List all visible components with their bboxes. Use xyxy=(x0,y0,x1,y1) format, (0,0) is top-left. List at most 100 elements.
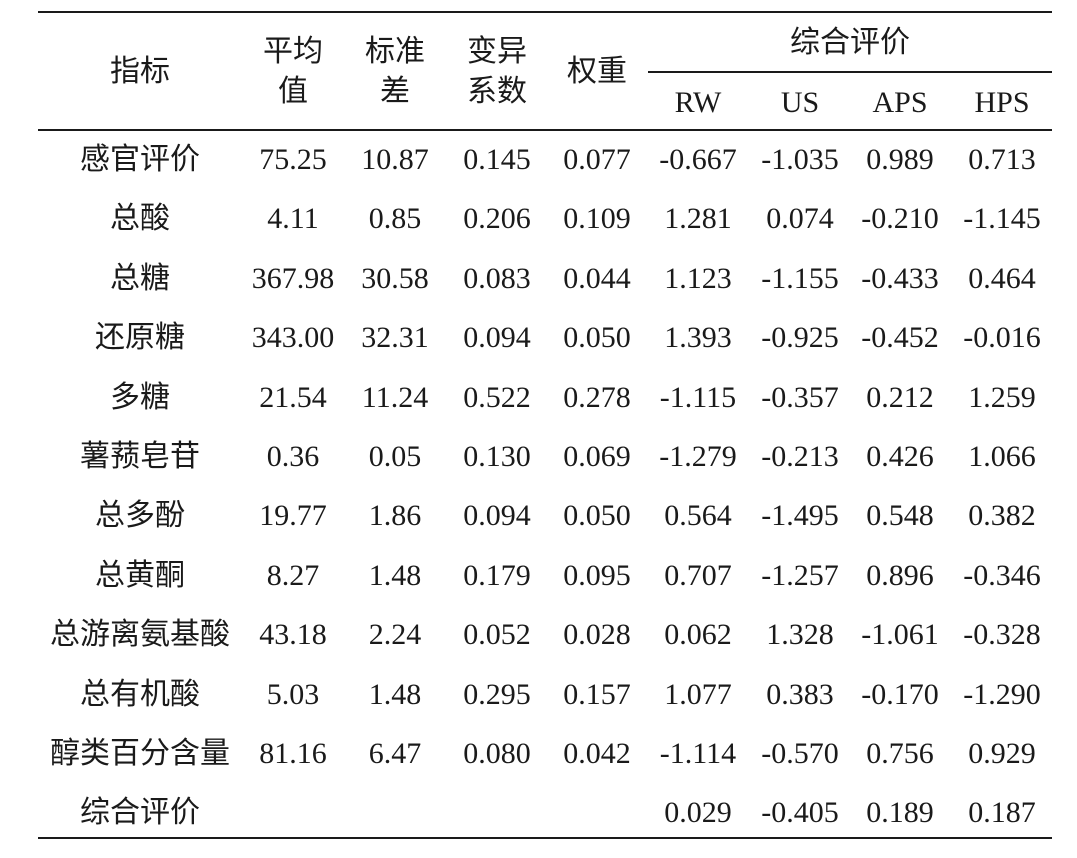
row-label: 总多酚 xyxy=(95,499,185,533)
cell-value: 0.094 xyxy=(463,499,531,533)
subcolumn-header: RW xyxy=(674,86,722,119)
row-label: 总糖 xyxy=(110,261,170,295)
column-header: 权重 xyxy=(567,55,627,88)
row-label: 总有机酸 xyxy=(80,677,200,711)
cell-value: -1.279 xyxy=(659,440,737,473)
cell-value: 43.18 xyxy=(259,618,327,652)
cell-value: 5.03 xyxy=(266,677,320,711)
cell-value: 1.259 xyxy=(968,380,1036,414)
row-label: 综合评价 xyxy=(80,796,200,830)
row-label: 薯蓣皂苷 xyxy=(80,440,200,473)
cell-value: 0.36 xyxy=(266,440,320,473)
cell-value: 1.393 xyxy=(664,321,732,355)
cell-value: -0.405 xyxy=(761,796,839,830)
cell-value: 30.58 xyxy=(361,261,429,295)
cell-value: 0.564 xyxy=(664,499,732,533)
column-header: 变异系数 xyxy=(467,35,527,108)
cell-value: 0.050 xyxy=(563,321,631,355)
cell-value: 0.042 xyxy=(563,737,631,770)
cell-value: 1.86 xyxy=(368,499,422,533)
cell-value: 75.25 xyxy=(259,143,327,176)
column-header: 标准差 xyxy=(365,35,425,108)
cell-value: 0.383 xyxy=(766,677,834,711)
cell-value: 0.464 xyxy=(968,261,1036,295)
cell-value: 10.87 xyxy=(361,143,429,176)
cell-value: 0.896 xyxy=(866,558,934,592)
subcolumn-header: APS xyxy=(872,86,928,119)
cell-value: -1.114 xyxy=(659,737,737,770)
row-label: 总酸 xyxy=(110,202,170,236)
cell-value: 0.426 xyxy=(866,440,934,473)
cell-value: 0.707 xyxy=(664,558,732,592)
cell-value: 0.278 xyxy=(563,380,631,414)
cell-value: 0.080 xyxy=(463,737,531,770)
cell-value: 0.179 xyxy=(463,558,531,592)
cell-value: 0.989 xyxy=(866,143,934,176)
cell-value: 1.066 xyxy=(968,440,1036,473)
group-header: 综合评价 xyxy=(790,26,910,59)
cell-value: -0.452 xyxy=(861,321,939,355)
cell-value: 1.328 xyxy=(766,618,834,652)
cell-value: -1.145 xyxy=(963,202,1041,236)
cell-value: 0.145 xyxy=(463,143,531,176)
cell-value: 8.27 xyxy=(266,558,320,592)
group-rule xyxy=(648,71,1052,73)
cell-value: 21.54 xyxy=(259,380,327,414)
cell-value: 0.050 xyxy=(563,499,631,533)
cell-value: 1.123 xyxy=(664,261,732,295)
cell-value: 32.31 xyxy=(361,321,429,355)
cell-value: -0.925 xyxy=(761,321,839,355)
row-label: 总黄酮 xyxy=(95,558,185,592)
cell-value: 1.281 xyxy=(664,202,732,236)
cell-value: 0.548 xyxy=(866,499,934,533)
cell-value: 0.187 xyxy=(968,796,1036,830)
cell-value: 6.47 xyxy=(368,737,422,770)
cell-value: 0.052 xyxy=(463,618,531,652)
cell-value: -0.433 xyxy=(861,261,939,295)
cell-value: 0.295 xyxy=(463,677,531,711)
cell-value: -0.328 xyxy=(963,618,1041,652)
cell-value: -0.213 xyxy=(761,440,839,473)
cell-value: 0.062 xyxy=(664,618,732,652)
cell-value: -1.155 xyxy=(761,261,839,295)
row-label: 多糖 xyxy=(110,380,170,414)
cell-value: 0.522 xyxy=(463,380,531,414)
cell-value: 0.929 xyxy=(968,737,1036,770)
cell-value: 0.130 xyxy=(463,440,531,473)
subcolumn-header: US xyxy=(780,86,820,119)
cell-value: -0.016 xyxy=(963,321,1041,355)
bottom-rule xyxy=(38,837,1052,839)
top-rule xyxy=(38,11,1052,13)
cell-value: -0.210 xyxy=(861,202,939,236)
header-rule xyxy=(38,129,1052,131)
cell-value: 0.029 xyxy=(664,796,732,830)
cell-value: 0.095 xyxy=(563,558,631,592)
cell-value: 367.98 xyxy=(251,261,335,295)
cell-value: 0.05 xyxy=(368,440,422,473)
cell-value: -1.290 xyxy=(963,677,1041,711)
cell-value: 0.109 xyxy=(563,202,631,236)
cell-value: 1.48 xyxy=(368,677,422,711)
cell-value: 0.206 xyxy=(463,202,531,236)
cell-value: -0.570 xyxy=(761,737,839,770)
cell-value: 0.077 xyxy=(563,143,631,176)
cell-value: 0.85 xyxy=(368,202,422,236)
cell-value: 0.713 xyxy=(968,143,1036,176)
row-label: 总游离氨基酸 xyxy=(50,618,230,652)
column-header: 指标 xyxy=(110,55,170,88)
row-label: 醇类百分含量 xyxy=(50,737,230,770)
cell-value: 0.028 xyxy=(563,618,631,652)
cell-value: 0.756 xyxy=(866,737,934,770)
row-label: 还原糖 xyxy=(95,321,185,355)
cell-value: 0.069 xyxy=(563,440,631,473)
cell-value: 0.189 xyxy=(866,796,934,830)
cell-value: -1.257 xyxy=(761,558,839,592)
cell-value: 0.094 xyxy=(463,321,531,355)
cell-value: 0.157 xyxy=(563,677,631,711)
cell-value: -0.667 xyxy=(659,143,737,176)
cell-value: 81.16 xyxy=(259,737,327,770)
cell-value: -1.035 xyxy=(761,143,839,176)
cell-value: -1.495 xyxy=(761,499,839,533)
cell-value: 1.077 xyxy=(664,677,732,711)
